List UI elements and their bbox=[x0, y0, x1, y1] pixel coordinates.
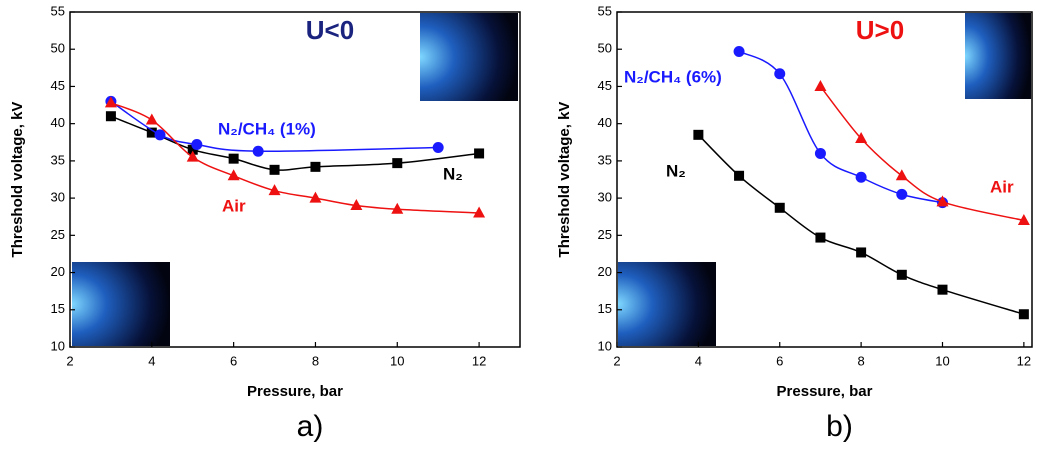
y-tick-label: 45 bbox=[51, 78, 65, 93]
y-tick-label: 50 bbox=[51, 41, 65, 56]
y-tick-label: 15 bbox=[598, 301, 612, 316]
data-point bbox=[733, 45, 745, 57]
series-line bbox=[110, 100, 439, 153]
x-tick-label: 10 bbox=[935, 353, 949, 368]
x-tick-label: 6 bbox=[230, 353, 237, 368]
data-point bbox=[228, 153, 239, 164]
data-point bbox=[432, 141, 444, 153]
y-tick-label: 35 bbox=[598, 152, 612, 167]
data-point bbox=[774, 202, 785, 213]
data-point bbox=[936, 195, 949, 207]
y-tick-label: 40 bbox=[598, 115, 612, 130]
inset-image bbox=[618, 262, 716, 346]
y-tick-label: 50 bbox=[598, 41, 612, 56]
series-label: N₂/CH₄ (6%) bbox=[624, 67, 722, 86]
data-point bbox=[392, 158, 403, 169]
data-point bbox=[855, 132, 868, 144]
x-tick-label: 10 bbox=[390, 353, 404, 368]
data-point bbox=[856, 247, 867, 258]
data-point bbox=[1017, 213, 1030, 225]
x-axis-label: Pressure, bar bbox=[777, 383, 873, 400]
data-point bbox=[814, 79, 827, 91]
y-axis-label: Threshold voltage, kV bbox=[556, 102, 573, 258]
data-point bbox=[187, 144, 198, 155]
data-point bbox=[309, 191, 322, 203]
inset-image bbox=[72, 262, 170, 346]
data-point bbox=[815, 232, 826, 243]
data-point bbox=[895, 169, 908, 181]
data-point bbox=[855, 171, 867, 183]
data-point bbox=[474, 148, 485, 159]
data-point bbox=[1018, 309, 1029, 320]
y-tick-label: 20 bbox=[51, 264, 65, 279]
data-point bbox=[252, 145, 264, 157]
series-label: N₂/CH₄ (1%) bbox=[218, 119, 316, 138]
data-point bbox=[227, 169, 240, 181]
data-point bbox=[391, 202, 404, 214]
x-tick-label: 6 bbox=[776, 353, 783, 368]
data-point bbox=[191, 139, 203, 151]
y-tick-label: 10 bbox=[51, 338, 65, 353]
data-point bbox=[104, 96, 117, 108]
data-point bbox=[814, 147, 826, 159]
data-point bbox=[693, 129, 704, 140]
data-point bbox=[146, 127, 157, 138]
y-tick-label: 30 bbox=[598, 190, 612, 205]
x-tick-label: 2 bbox=[66, 353, 73, 368]
plot-frame bbox=[69, 11, 521, 348]
data-point bbox=[734, 170, 745, 181]
y-tick-label: 45 bbox=[598, 78, 612, 93]
x-tick-label: 8 bbox=[312, 353, 319, 368]
series-line bbox=[819, 85, 1025, 222]
y-tick-label: 25 bbox=[51, 227, 65, 242]
data-point bbox=[105, 111, 116, 122]
series-label: Air bbox=[990, 177, 1014, 196]
y-tick-label: 20 bbox=[598, 264, 612, 279]
series-line bbox=[738, 50, 943, 204]
data-point bbox=[473, 206, 486, 218]
y-tick-label: 55 bbox=[598, 3, 612, 18]
y-tick-label: 55 bbox=[51, 3, 65, 18]
series-line bbox=[697, 134, 1025, 315]
panel-label: a) bbox=[297, 410, 324, 443]
y-tick-label: 40 bbox=[51, 115, 65, 130]
data-point bbox=[310, 161, 321, 172]
series-label: Air bbox=[222, 196, 246, 215]
y-tick-label: 35 bbox=[51, 152, 65, 167]
x-tick-label: 12 bbox=[1017, 353, 1031, 368]
panel-label: b) bbox=[826, 410, 853, 443]
x-tick-label: 8 bbox=[858, 353, 865, 368]
data-point bbox=[269, 164, 280, 175]
series-label: N₂ bbox=[666, 161, 686, 180]
y-tick-label: 30 bbox=[51, 190, 65, 205]
data-point bbox=[937, 284, 948, 295]
y-tick-label: 10 bbox=[598, 338, 612, 353]
data-point bbox=[154, 129, 166, 141]
data-point bbox=[896, 269, 907, 280]
plot-frame bbox=[616, 11, 1033, 348]
inset-image bbox=[420, 13, 518, 101]
chart-title: U>0 bbox=[856, 15, 904, 45]
data-point bbox=[145, 113, 158, 125]
inset-image bbox=[965, 13, 1031, 99]
chart-title: U<0 bbox=[306, 15, 354, 45]
y-tick-label: 15 bbox=[51, 301, 65, 316]
data-point bbox=[350, 199, 363, 211]
x-tick-label: 4 bbox=[148, 353, 155, 368]
data-point bbox=[896, 188, 908, 200]
data-point bbox=[268, 184, 281, 196]
y-axis-label: Threshold voltage, kV bbox=[9, 102, 26, 258]
x-axis-label: Pressure, bar bbox=[247, 383, 343, 400]
series-label: N₂ bbox=[443, 164, 463, 183]
x-tick-label: 12 bbox=[472, 353, 486, 368]
y-tick-label: 25 bbox=[598, 227, 612, 242]
x-tick-label: 4 bbox=[695, 353, 702, 368]
x-tick-label: 2 bbox=[613, 353, 620, 368]
data-point bbox=[186, 150, 199, 162]
data-point bbox=[774, 68, 786, 80]
